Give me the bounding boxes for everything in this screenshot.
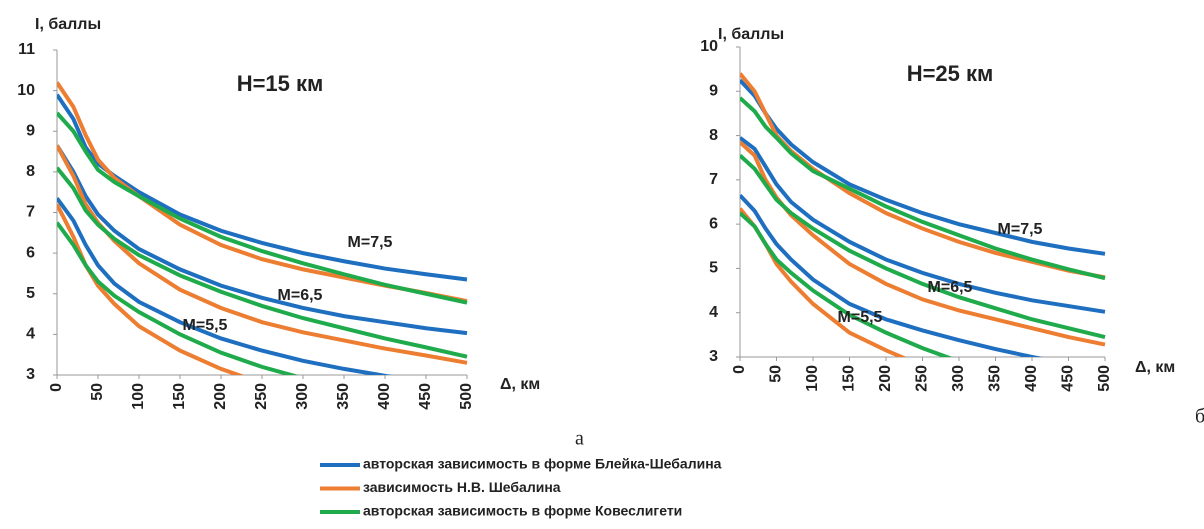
series-line [57, 81, 468, 304]
y-tick-label: 8 [26, 163, 35, 180]
x-tick-label: 200 [877, 365, 894, 392]
y-tick-label: 5 [709, 260, 718, 277]
legend-label: авторская зависимость в форме Блейка-Шеб… [363, 456, 722, 472]
x-tick-label: 0 [48, 383, 65, 392]
y-tick-label: 9 [709, 83, 718, 100]
caption: а [575, 428, 584, 450]
series-annotation: M=5,5 [183, 317, 228, 334]
series-line [740, 211, 953, 357]
x-tick-label: 500 [458, 383, 475, 410]
x-tick-label: 400 [376, 383, 393, 410]
series-annotation: M=5,5 [838, 309, 883, 326]
series-line [740, 154, 1106, 340]
x-tick-label: 250 [914, 365, 931, 392]
x-tick-label: 50 [89, 383, 106, 401]
y-tick-label: 10 [700, 38, 718, 55]
plot [740, 72, 1106, 357]
x-tick-label: 100 [130, 383, 147, 410]
series-line [740, 96, 1106, 281]
legend-label: зависимость Н.В. Шебалина [363, 479, 561, 495]
x-tick-label: 250 [253, 383, 270, 410]
series-line [57, 166, 468, 359]
x-tick-label: 450 [417, 383, 434, 410]
x-tick-label: 450 [1060, 365, 1077, 392]
y-tick-label: 8 [709, 127, 718, 144]
series-line [57, 111, 468, 305]
y-tick-label: 5 [26, 285, 35, 302]
x-tick-label: 300 [950, 365, 967, 392]
y-tick-label: 7 [26, 204, 35, 221]
x-tick-label: 300 [294, 383, 311, 410]
series-line [740, 72, 1106, 280]
x-axis-title: Δ, км [500, 376, 540, 393]
y-tick-label: 9 [26, 122, 35, 139]
x-tick-label: 0 [731, 365, 748, 374]
y-tick-label: 4 [709, 304, 718, 321]
y-tick-label: 6 [26, 244, 35, 261]
x-tick-label: 100 [804, 365, 821, 392]
x-tick-label: 350 [335, 383, 352, 410]
y-tick-label: 4 [26, 326, 35, 343]
series-line [57, 197, 393, 375]
x-tick-label: 500 [1096, 365, 1113, 392]
series-annotation: M=7,5 [998, 221, 1043, 238]
chart-title: H=25 км [907, 61, 994, 86]
y-tick-label: 6 [709, 215, 718, 232]
x-tick-label: 50 [768, 365, 785, 383]
series-annotation: M=6,5 [278, 287, 323, 304]
chart-title: H=15 км [237, 71, 324, 96]
series-line [57, 144, 468, 365]
series-line [57, 144, 468, 336]
caption: б [1195, 406, 1204, 428]
x-tick-label: 400 [1023, 365, 1040, 392]
series-line [57, 221, 299, 375]
x-tick-label: 350 [987, 365, 1004, 392]
y-axis-title: I, баллы [35, 16, 101, 33]
series-annotation: M=6,5 [928, 279, 973, 296]
series-line [740, 193, 1044, 357]
y-tick-label: 3 [26, 366, 35, 383]
y-tick-label: 11 [18, 41, 35, 58]
series-annotation: M=7,5 [348, 234, 393, 251]
x-axis-title: Δ, км [1135, 359, 1175, 376]
series-line [740, 136, 1106, 314]
x-tick-label: 150 [841, 365, 858, 392]
legend-label: авторская зависимость в форме Ковеслигет… [363, 503, 682, 519]
y-tick-label: 10 [17, 82, 35, 99]
series-line [57, 93, 468, 282]
x-tick-label: 200 [212, 383, 229, 410]
series-line [740, 140, 1106, 347]
x-tick-label: 150 [171, 383, 188, 410]
y-tick-label: 7 [709, 171, 718, 188]
y-axis-title: I, баллы [718, 26, 784, 43]
plot [57, 81, 468, 375]
y-tick-label: 3 [709, 348, 718, 365]
